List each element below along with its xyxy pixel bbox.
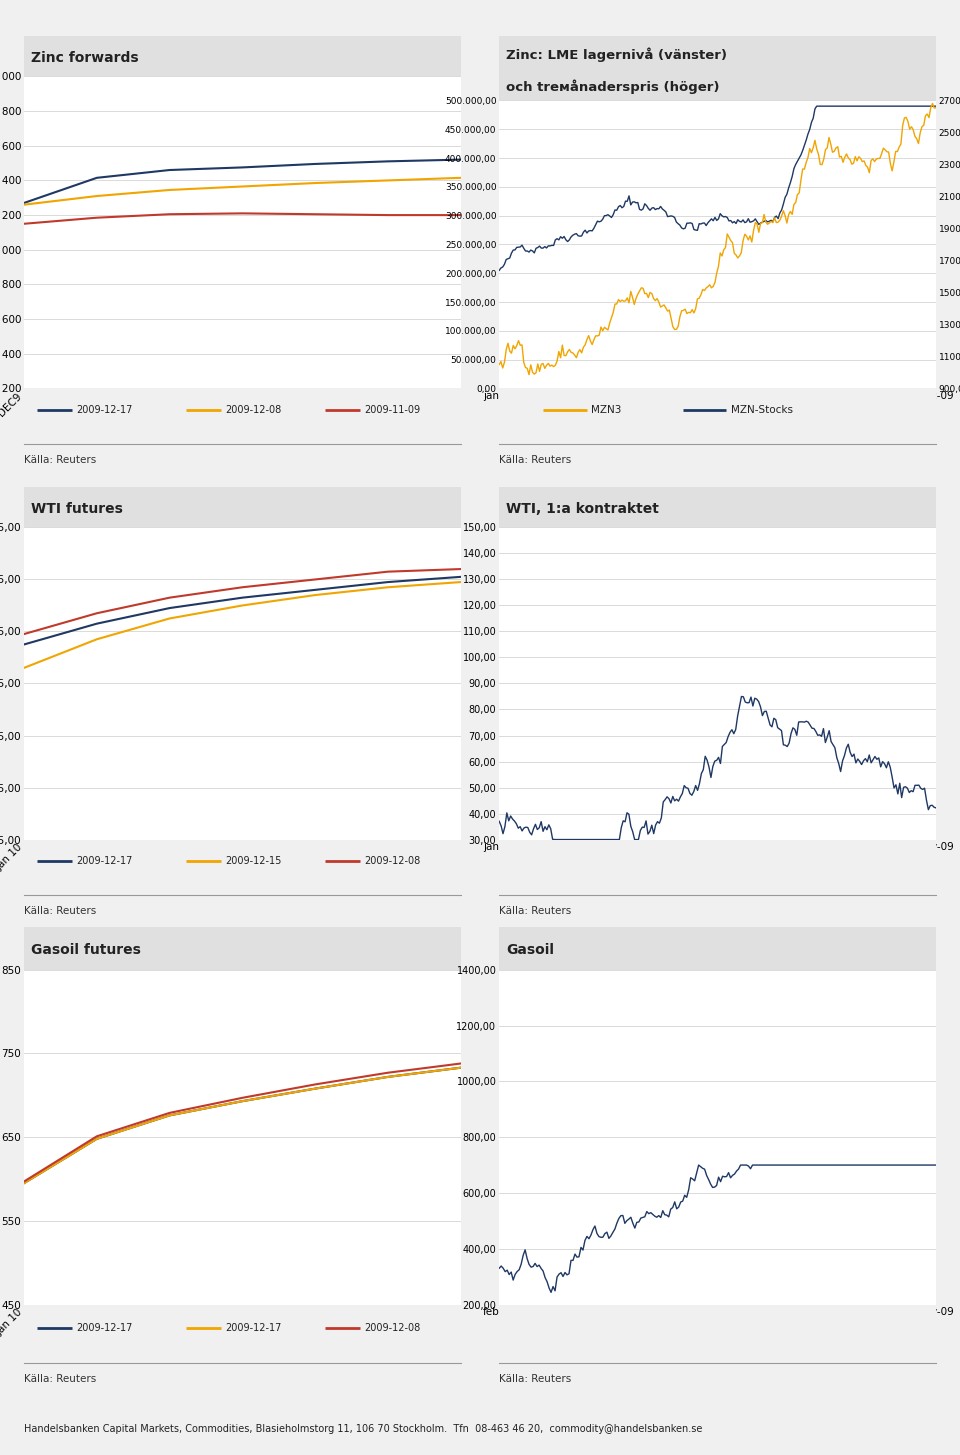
Text: MZN3: MZN3 [591,404,621,415]
Text: 2009-12-08: 2009-12-08 [225,404,281,415]
Text: Zinc: LME lagernivå (vänster): Zinc: LME lagernivå (vänster) [506,47,727,61]
Text: 2009-12-17: 2009-12-17 [77,1323,132,1333]
Text: Gasoil futures: Gasoil futures [31,943,140,957]
Text: 2009-12-15: 2009-12-15 [225,856,281,866]
Text: Handelsbanken Capital Markets, Commodities, Blasieholmstorg 11, 106 70 Stockholm: Handelsbanken Capital Markets, Commoditi… [24,1424,703,1433]
Text: 2009-12-17: 2009-12-17 [77,856,132,866]
Text: 2009-12-17: 2009-12-17 [225,1323,281,1333]
Text: Källa: Reuters: Källa: Reuters [24,906,96,915]
Text: MZN-Stocks: MZN-Stocks [731,404,793,415]
Text: Gasoil: Gasoil [506,943,554,957]
Text: Källa: Reuters: Källa: Reuters [499,1375,571,1384]
Text: 2009-12-08: 2009-12-08 [365,1323,420,1333]
Text: Zinc forwards: Zinc forwards [31,51,138,65]
Text: Källa: Reuters: Källa: Reuters [24,1375,96,1384]
Text: WTI, 1:a kontraktet: WTI, 1:a kontraktet [506,502,659,517]
Text: 2009-12-08: 2009-12-08 [365,856,420,866]
Text: Källa: Reuters: Källa: Reuters [499,906,571,915]
Text: 2009-12-17: 2009-12-17 [77,404,132,415]
Text: Källa: Reuters: Källa: Reuters [499,455,571,464]
Text: WTI futures: WTI futures [31,502,123,517]
Text: 2009-11-09: 2009-11-09 [365,404,420,415]
Text: Källa: Reuters: Källa: Reuters [24,455,96,464]
Text: och trемånaderspris (höger): och trемånaderspris (höger) [506,79,719,93]
